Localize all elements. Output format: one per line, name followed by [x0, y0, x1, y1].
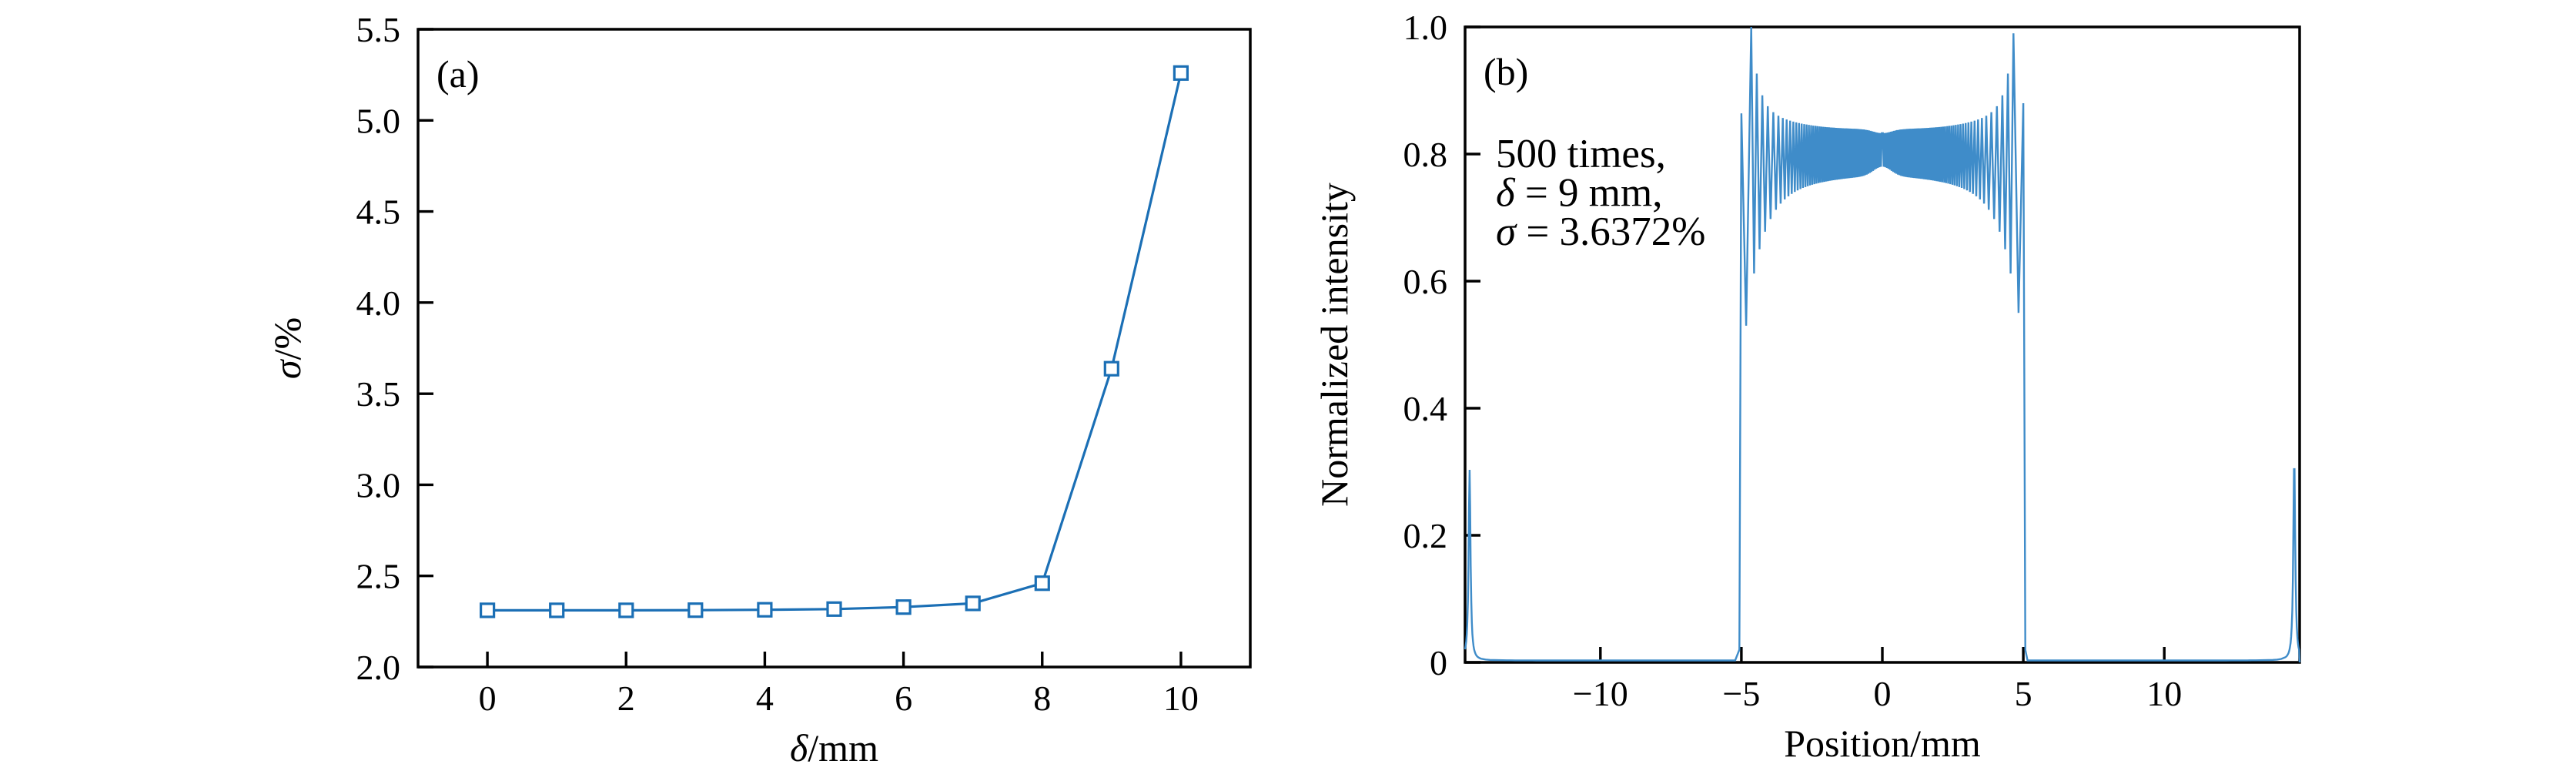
annotation-line: σ = 3.6372% — [1496, 209, 1705, 254]
data-point-marker — [549, 602, 565, 618]
x-axis-label: δ/mm — [790, 726, 878, 769]
x-tick-label: 2 — [617, 679, 635, 718]
sigma-line — [487, 72, 1183, 612]
x-tick-label: 10 — [1163, 679, 1199, 718]
y-tick-label: 3.5 — [356, 374, 401, 414]
y-tick-label: 0.4 — [1403, 389, 1448, 428]
y-tick-label: 4.0 — [356, 283, 401, 323]
x-tick-label: 0 — [1874, 674, 1892, 713]
annotation-line: 500 times, — [1496, 132, 1666, 176]
panel-label: (b) — [1484, 50, 1528, 93]
intensity-curve — [1464, 26, 2301, 663]
y-tick-label: 0.8 — [1403, 135, 1448, 174]
data-point-marker — [895, 599, 912, 615]
y-tick-label: 0.6 — [1403, 262, 1448, 301]
panel_a-axes-box — [417, 28, 1252, 669]
data-point-marker — [826, 601, 842, 617]
y-tick-label: 5.5 — [356, 10, 401, 49]
y-axis-label: Normalized intensity — [1313, 183, 1356, 507]
data-point-marker — [757, 602, 773, 618]
x-tick-label: −10 — [1573, 674, 1628, 713]
data-point-marker — [687, 602, 704, 618]
y-tick-label: 0 — [1430, 643, 1447, 682]
x-tick-label: 10 — [2146, 674, 2182, 713]
data-point-marker — [479, 602, 496, 618]
data-point-marker — [1103, 360, 1119, 377]
x-tick-label: 8 — [1033, 679, 1051, 718]
y-tick-label: 4.5 — [356, 193, 401, 232]
y-tick-label: 2.5 — [356, 557, 401, 596]
y-tick-label: 5.0 — [356, 101, 401, 140]
data-point-marker — [1173, 65, 1189, 81]
y-axis-label: σ/% — [266, 317, 309, 379]
x-tick-label: −5 — [1722, 674, 1760, 713]
panel_b-axes-box — [1464, 25, 2301, 664]
x-tick-label: 5 — [2015, 674, 2032, 713]
panel-a: 0 2 4 6 8 10 2.0 2.5 3.0 3.5 4.0 4.5 5.0 5.5 δ/mm σ/% (a… — [266, 10, 1252, 769]
y-tick-label: 1.0 — [1403, 8, 1448, 47]
data-point-marker — [1034, 575, 1050, 592]
panel-label: (a) — [437, 52, 480, 96]
y-tick-label: 2.0 — [356, 648, 401, 687]
data-point-marker — [965, 595, 981, 612]
x-axis-label: Position/mm — [1784, 722, 1981, 765]
x-tick-label: 6 — [895, 679, 912, 718]
y-tick-label: 3.0 — [356, 465, 401, 504]
data-point-marker — [618, 602, 634, 618]
panel-b: −10 −5 0 5 10 0 0.2 0.4 0.6 0.8 1.0 Position/mm Norm… — [1313, 8, 2301, 765]
annotation-line: δ = 9 mm, — [1496, 171, 1662, 216]
y-tick-label: 0.2 — [1403, 516, 1448, 555]
x-tick-label: 4 — [756, 679, 774, 718]
x-tick-label: 0 — [479, 679, 497, 718]
